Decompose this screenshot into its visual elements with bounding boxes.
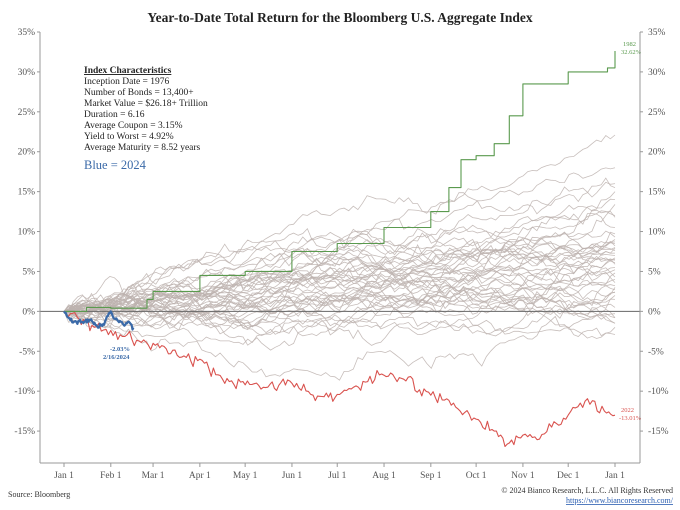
- y-axis-left: 35% 30% 25% 20% 15% 10% 5% 0% -5% -10% -15%: [14, 28, 40, 437]
- x-tick-label: Feb 1: [100, 471, 122, 481]
- x-tick-label: Jul 1: [328, 471, 346, 481]
- historical-year-line: [63, 267, 616, 328]
- label-2022-year: 2022: [621, 407, 634, 414]
- box-line-7: Average Maturity = 8.52 years: [84, 143, 201, 153]
- y-tick-right: -5%: [648, 347, 664, 357]
- historical-year-line: [63, 302, 616, 337]
- historical-year-line: [63, 258, 616, 328]
- website-link[interactable]: https://www.biancoresearch.com/: [566, 496, 674, 505]
- y-tick-right: 35%: [648, 28, 666, 38]
- x-tick-label: Apr 1: [189, 471, 211, 481]
- y-tick-left: 5%: [22, 267, 35, 277]
- historical-year-line: [63, 270, 616, 324]
- x-tick-label: Mar 1: [142, 471, 165, 481]
- historical-year-line: [63, 256, 616, 329]
- y-tick-left: 20%: [18, 148, 36, 158]
- y-tick-right: 0%: [648, 307, 661, 317]
- box-line-3: Market Value = $26.18+ Trillion: [84, 98, 208, 109]
- y-tick-left: 25%: [18, 108, 36, 118]
- y-tick-left: 0%: [22, 307, 35, 317]
- series-1982-line: [64, 51, 616, 312]
- historical-year-line: [63, 274, 616, 315]
- label-2022-value: -13.01%: [619, 415, 642, 422]
- x-tick-label: Dec 1: [557, 471, 580, 481]
- label-1982-value: 32.62%: [621, 49, 642, 56]
- label-2024-value: -2.03%: [110, 346, 130, 353]
- x-tick-label: May 1: [233, 471, 258, 481]
- x-tick-label: Oct 1: [466, 471, 487, 481]
- historical-year-line: [63, 269, 616, 345]
- historical-year-line: [63, 227, 616, 321]
- box-line-6: Yield to Worst = 4.92%: [84, 132, 174, 142]
- x-axis: Jan 1 Feb 1 Mar 1 Apr 1 May 1 Jun 1 Jul 1 Aug 1…: [54, 463, 625, 481]
- historical-year-line: [63, 265, 616, 317]
- label-2024-date: 2/16/2024: [103, 354, 130, 361]
- box-line-5: Average Coupon = 3.15%: [84, 121, 183, 131]
- historical-year-line: [63, 288, 616, 339]
- x-tick-label: Sep 1: [420, 471, 442, 481]
- y-tick-left: 10%: [18, 228, 36, 238]
- y-tick-right: 15%: [648, 188, 666, 198]
- y-tick-right: 10%: [648, 228, 666, 238]
- copyright-note: © 2024 Bianco Research, L.L.C. All Right…: [501, 486, 673, 495]
- historical-year-line: [63, 300, 616, 337]
- label-1982-year: 1982: [623, 41, 636, 48]
- blue-legend-label: Blue = 2024: [84, 158, 147, 172]
- y-tick-left: -10%: [14, 387, 35, 397]
- historical-year-line: [63, 275, 616, 315]
- y-tick-left: 30%: [18, 68, 36, 78]
- highlighted-series: [63, 51, 616, 448]
- chart-title: Year-to-Date Total Return for the Bloomb…: [147, 10, 532, 25]
- historical-year-line: [63, 181, 616, 312]
- box-line-4: Duration = 6.16: [84, 110, 145, 120]
- y-tick-right: 30%: [648, 68, 666, 78]
- box-title: Index Characteristics: [84, 66, 172, 76]
- y-tick-right: -10%: [648, 387, 669, 397]
- y-tick-right: 5%: [648, 267, 661, 277]
- y-tick-right: 25%: [648, 108, 666, 118]
- y-tick-left: -15%: [14, 427, 35, 437]
- y-tick-left: -5%: [19, 347, 35, 357]
- source-note: Source: Bloomberg: [8, 490, 70, 499]
- historical-years-lines: [63, 134, 616, 381]
- x-tick-label: Jan 1: [54, 471, 74, 481]
- series-2022-line: [63, 311, 616, 448]
- y-tick-left: 35%: [18, 28, 36, 38]
- box-line-1: Inception Date = 1976: [84, 77, 170, 87]
- historical-year-line: [63, 213, 616, 313]
- x-tick-label: Jun 1: [282, 471, 303, 481]
- historical-year-line: [63, 247, 616, 319]
- historical-year-line: [63, 287, 616, 330]
- historical-year-line: [63, 257, 616, 312]
- x-tick-label: Aug 1: [372, 471, 396, 481]
- historical-year-line: [63, 264, 616, 323]
- series-2024-line: [63, 310, 135, 331]
- box-line-2: Number of Bonds = 13,400+: [84, 87, 194, 98]
- x-tick-label: Nov 1: [511, 471, 535, 481]
- historical-year-line: [63, 311, 616, 381]
- x-tick-label: Jan 1: [605, 471, 625, 481]
- y-tick-right: 20%: [648, 148, 666, 158]
- y-tick-left: 15%: [18, 188, 36, 198]
- historical-year-line: [63, 167, 616, 317]
- y-axis-right: 35% 30% 25% 20% 15% 10% 5% 0% -5% -10% -15%: [640, 28, 669, 437]
- historical-year-line: [63, 254, 616, 312]
- y-tick-right: -15%: [648, 427, 669, 437]
